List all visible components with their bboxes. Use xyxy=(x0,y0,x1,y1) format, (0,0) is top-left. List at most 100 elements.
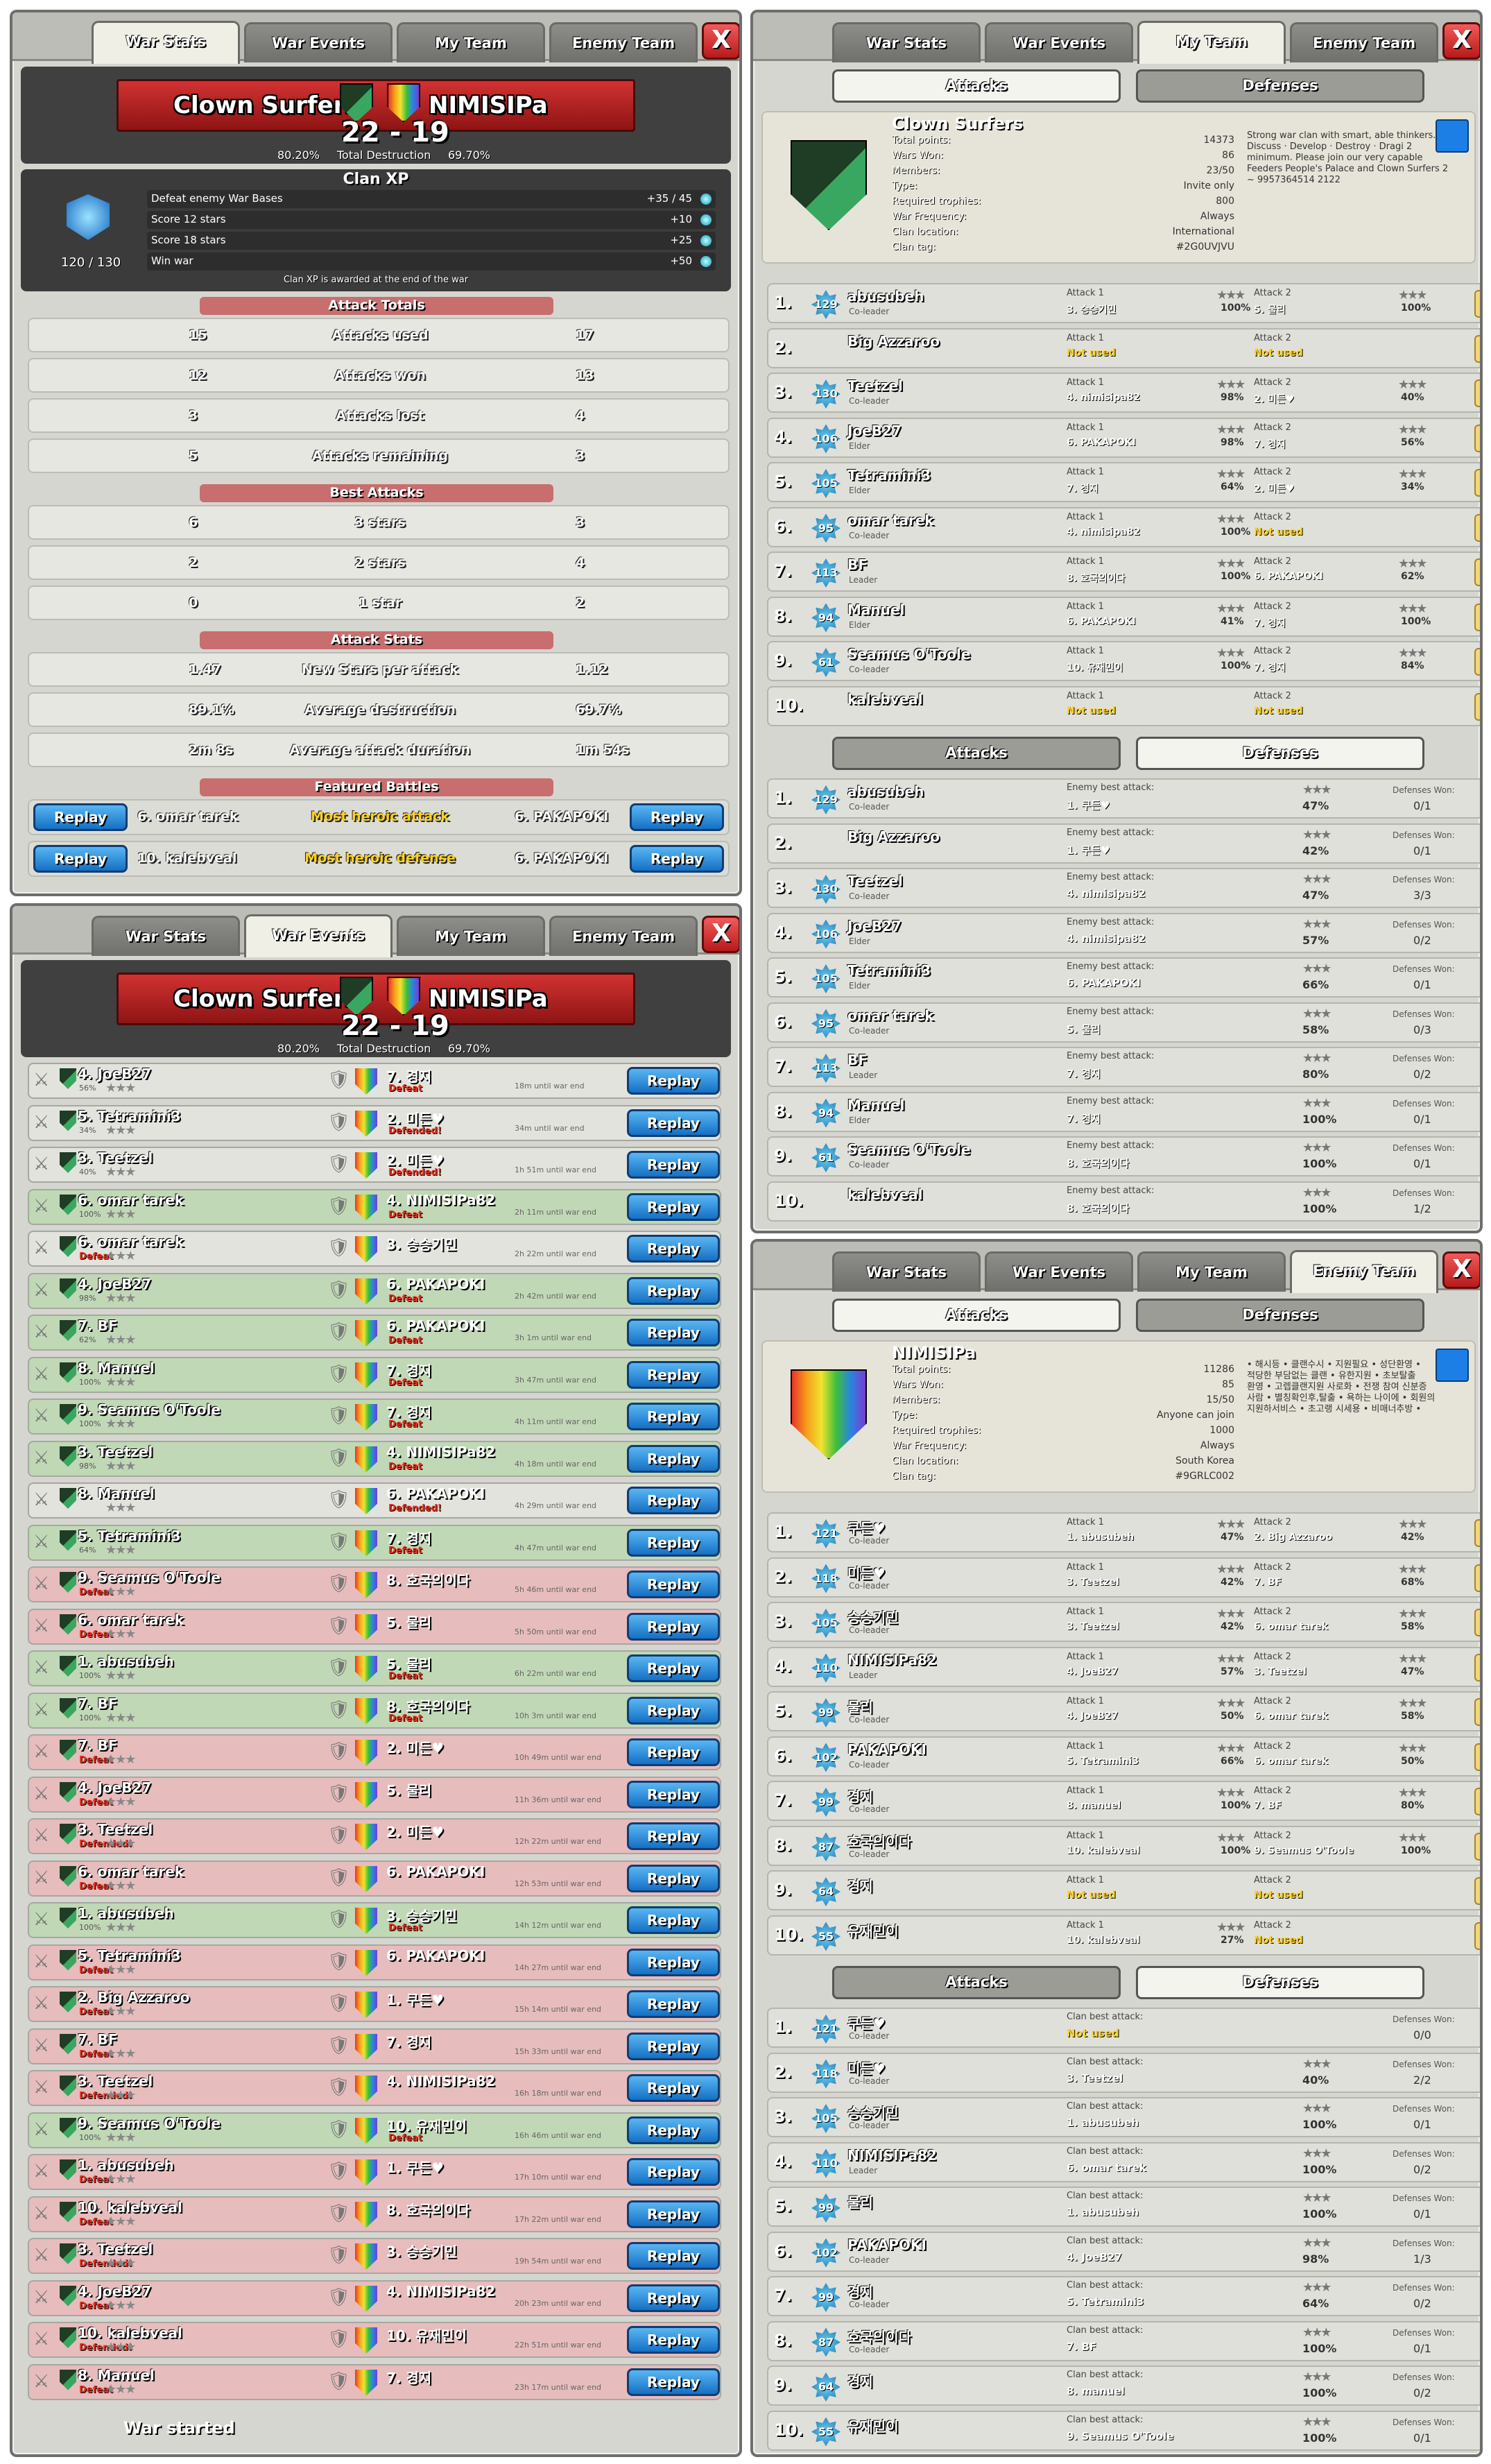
tab-war-stats[interactable]: War Stats xyxy=(832,22,981,62)
tab-war-stats[interactable]: War Stats xyxy=(92,916,240,956)
close-button[interactable]: X xyxy=(1442,1251,1480,1289)
attack-stats-label: New Stars per attack xyxy=(301,662,458,677)
defenses-toggle[interactable]: Defenses xyxy=(1136,737,1424,770)
replay-button[interactable]: Replay xyxy=(627,1990,720,2018)
attacker-name: 3. Teetzel xyxy=(78,1443,153,1460)
tab-war-stats[interactable]: War Stats xyxy=(832,1251,981,1292)
stars: ★★★ xyxy=(105,1962,136,1977)
replay-button[interactable]: Replay xyxy=(627,1780,720,1808)
replay-button[interactable]: Replay xyxy=(630,803,724,831)
attacks-toggle[interactable]: Attacks xyxy=(832,1966,1121,1999)
attack2-percent: 34% xyxy=(1401,481,1424,493)
replay-button[interactable]: Replay xyxy=(627,1528,720,1557)
share-flag-icon[interactable] xyxy=(1436,1349,1469,1382)
replay-button[interactable]: Replay xyxy=(627,1948,720,1976)
replay-button[interactable]: Replay xyxy=(627,1487,720,1514)
tab-my-team[interactable]: My Team xyxy=(1137,1251,1286,1292)
replay-button[interactable]: Replay xyxy=(627,2200,720,2228)
shield-icon: 🛡 xyxy=(327,1783,351,1804)
tab-enemy-team[interactable]: Enemy Team xyxy=(1290,1250,1438,1293)
replay-button[interactable]: Replay xyxy=(627,1319,720,1346)
replay-button[interactable]: Replay xyxy=(627,1192,720,1221)
attack1-stars: ★★★ xyxy=(1216,601,1246,616)
attack1-label: Attack 1 xyxy=(1067,601,1104,612)
total-stars: 1 xyxy=(1474,513,1480,542)
best-attack-stars: ★★★ xyxy=(1302,916,1331,932)
replay-button[interactable]: Replay xyxy=(627,2116,720,2144)
defenses-won-value: 3/3 xyxy=(1413,889,1431,902)
tab-my-team[interactable]: My Team xyxy=(397,916,545,956)
shield-icon: 🛡 xyxy=(327,1615,351,1636)
tab-enemy-team[interactable]: Enemy Team xyxy=(549,22,698,62)
info-value: 14373 xyxy=(1203,135,1234,146)
tab-war-stats[interactable]: War Stats xyxy=(92,21,240,64)
replay-button[interactable]: Replay xyxy=(627,1360,720,1389)
replay-button[interactable]: Replay xyxy=(627,1571,720,1598)
tab-enemy-team[interactable]: Enemy Team xyxy=(1290,22,1438,62)
close-button[interactable]: X xyxy=(702,916,739,953)
replay-button[interactable]: Replay xyxy=(627,1822,720,1850)
tab-my-team[interactable]: My Team xyxy=(1137,21,1286,64)
replay-button[interactable]: Replay xyxy=(627,1738,720,1766)
member-name: Teetzel xyxy=(847,873,903,889)
replay-button[interactable]: Replay xyxy=(627,2074,720,2102)
replay-button[interactable]: Replay xyxy=(627,1444,720,1473)
target-result: Defended! xyxy=(388,1503,442,1514)
defenses-toggle[interactable]: Defenses xyxy=(1136,1966,1424,1999)
replay-button[interactable]: Replay xyxy=(627,2326,720,2354)
defenses-toggle[interactable]: Defenses xyxy=(1136,1299,1424,1332)
replay-button[interactable]: Replay xyxy=(627,1067,720,1095)
replay-button[interactable]: Replay xyxy=(627,2158,720,2186)
tab-war-events[interactable]: War Events xyxy=(985,22,1133,62)
close-button[interactable]: X xyxy=(702,22,739,60)
replay-button[interactable]: Replay xyxy=(33,845,128,873)
clan-description: • 해시등 • 클랜수시 • 지원필요 • 성단환영 • 적당한 부담없는 클랜… xyxy=(1247,1360,1436,1414)
tab-war-events[interactable]: War Events xyxy=(985,1251,1133,1292)
total-stars: 1 xyxy=(1474,603,1480,631)
replay-button[interactable]: Replay xyxy=(627,1151,720,1179)
tab-enemy-team[interactable]: Enemy Team xyxy=(549,916,698,956)
best-attacks-row: 2 2 stars 4 xyxy=(28,545,730,580)
target-name: 5. 물리 xyxy=(386,1656,432,1672)
sword-icon: ⚔ xyxy=(33,2370,50,2392)
replay-button[interactable]: Replay xyxy=(627,1276,720,1305)
replay-button[interactable]: Replay xyxy=(627,1235,720,1263)
info-label: Required trophies: xyxy=(892,1425,981,1436)
tab-war-events[interactable]: War Events xyxy=(244,914,393,957)
tab-bar: War Stats War Events My Team Enemy Team … xyxy=(753,12,1480,64)
replay-button[interactable]: Replay xyxy=(627,1696,720,1725)
member-defense-row: 4. 110 NIMISIPa82 Leader Clan best attack: 6.… xyxy=(767,2141,1480,2182)
attack1-label: Attack 1 xyxy=(1067,1696,1104,1706)
attacks-toggle[interactable]: Attacks xyxy=(832,737,1121,770)
replay-button[interactable]: Replay xyxy=(33,803,128,831)
sword-icon: ⚔ xyxy=(33,2077,50,2098)
share-flag-icon[interactable] xyxy=(1436,119,1469,153)
attacks-toggle[interactable]: Attacks xyxy=(832,1299,1121,1332)
info-label: Clan location: xyxy=(892,1455,958,1466)
attacks-toggle[interactable]: Attacks xyxy=(832,69,1121,103)
sword-icon: ⚔ xyxy=(33,1783,50,1804)
best-attack-label: Enemy best attack: xyxy=(1067,827,1155,838)
attack1-stars: ★★★ xyxy=(1216,1740,1246,1756)
replay-button[interactable]: Replay xyxy=(627,1906,720,1934)
replay-button[interactable]: Replay xyxy=(627,2284,720,2312)
best-attack-stars: ★★★ xyxy=(1302,1095,1331,1111)
replay-button[interactable]: Replay xyxy=(627,2368,720,2396)
replay-button[interactable]: Replay xyxy=(627,2032,720,2060)
replay-button[interactable]: Replay xyxy=(627,1612,720,1641)
replay-button[interactable]: Replay xyxy=(627,1109,720,1137)
replay-button[interactable]: Replay xyxy=(630,845,724,873)
replay-button[interactable]: Replay xyxy=(627,1654,720,1682)
close-button[interactable]: X xyxy=(1442,22,1480,60)
info-value: 85 xyxy=(1222,1379,1234,1390)
attack1-stars: ★★★ xyxy=(1216,422,1246,437)
replay-button[interactable]: Replay xyxy=(627,1403,720,1430)
attacker-name: 6. omar tarek xyxy=(78,1611,184,1628)
time-remaining: 14h 27m until war end xyxy=(515,1962,602,1972)
replay-button[interactable]: Replay xyxy=(627,1864,720,1892)
replay-button[interactable]: Replay xyxy=(627,2242,720,2270)
defenses-toggle[interactable]: Defenses xyxy=(1136,69,1424,103)
tab-my-team[interactable]: My Team xyxy=(397,22,545,62)
info-label: Type: xyxy=(892,1410,917,1421)
tab-war-events[interactable]: War Events xyxy=(244,22,393,62)
